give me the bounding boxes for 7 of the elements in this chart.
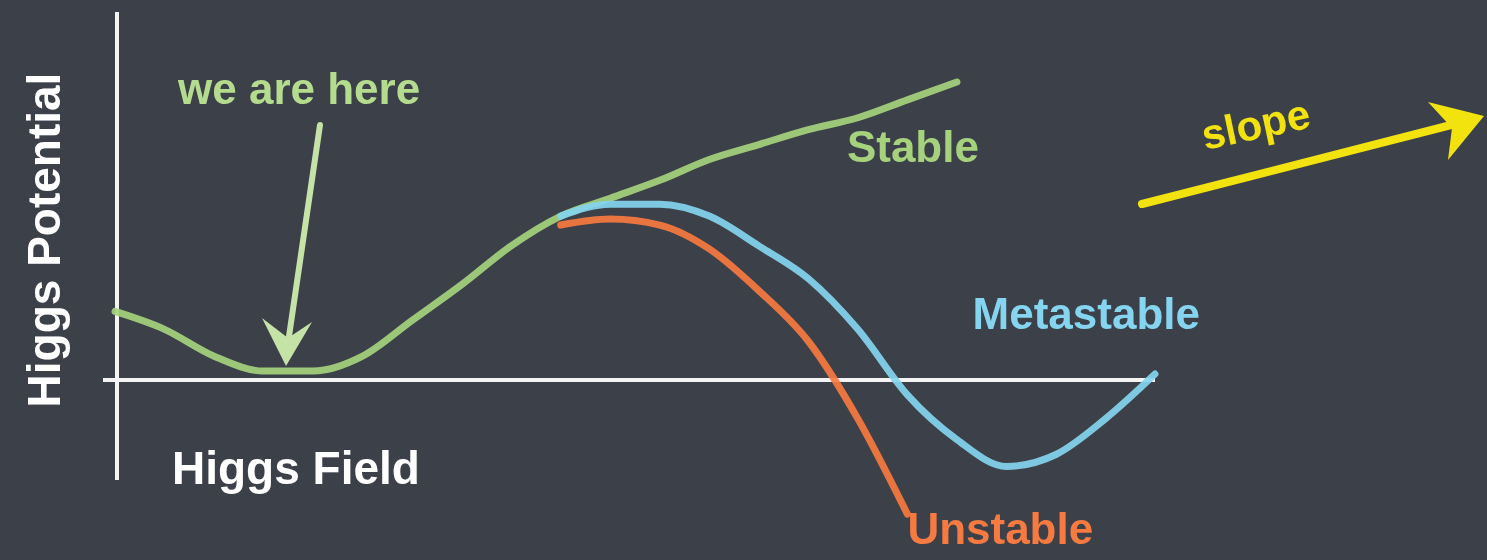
x-axis-title: Higgs Field (172, 442, 420, 494)
series-label: Unstable (907, 504, 1094, 554)
y-axis-title: Higgs Potential (18, 72, 70, 408)
series-label: Metastable (972, 289, 1200, 339)
annotation: we are here (177, 64, 421, 113)
text: slope (1197, 90, 1315, 159)
series-label: Stable (846, 122, 979, 171)
